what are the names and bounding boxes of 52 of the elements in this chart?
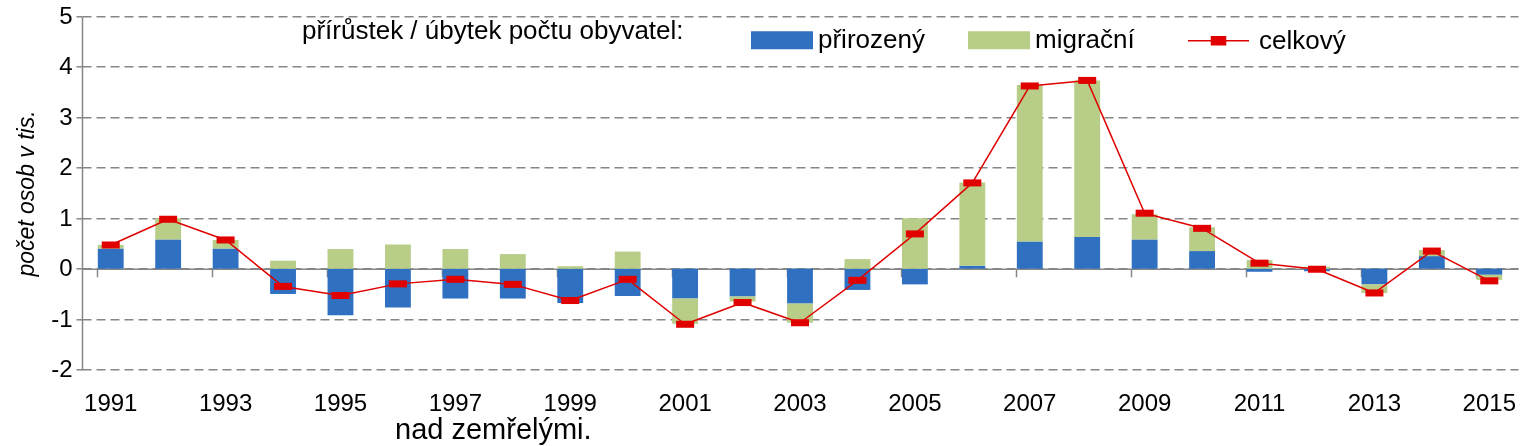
y-tick-label: 5: [59, 1, 73, 29]
bar: [557, 266, 584, 269]
bar: [1016, 241, 1043, 269]
bar: [212, 248, 239, 269]
x-tick-label: 2011: [1233, 389, 1286, 417]
bar: [1189, 251, 1215, 269]
bar: [1131, 239, 1158, 269]
bar: [1074, 80, 1101, 237]
y-tick-label: -2: [51, 355, 73, 383]
bar: [844, 259, 871, 269]
x-tick-label: 1991: [84, 389, 138, 417]
y-tick-label: 1: [59, 203, 73, 231]
bar: [385, 244, 411, 269]
bar: [1361, 268, 1388, 285]
bar: [901, 268, 928, 285]
bar: [1246, 268, 1273, 272]
x-tick-label: 1993: [198, 389, 253, 417]
legend-label: migrační: [1035, 24, 1136, 55]
y-tick-label: 0: [59, 254, 73, 282]
x-tick-label: 2005: [888, 389, 942, 417]
bar: [729, 268, 756, 297]
bar: [1074, 236, 1101, 269]
bar: [270, 260, 296, 269]
bar: [1131, 214, 1158, 240]
x-tick-label: 1995: [313, 389, 368, 417]
bar: [614, 251, 641, 269]
legend-title: přírůstek / úbytek počtu obyvatel:: [302, 15, 684, 46]
x-tick-label: 2007: [1003, 389, 1057, 417]
y-axis-title: počet osob v tis.: [12, 110, 39, 278]
bar: [327, 249, 354, 269]
y-tick-label: 3: [59, 102, 73, 130]
bar: [1418, 256, 1445, 269]
y-tick-label: -1: [51, 304, 73, 332]
bar: [787, 268, 813, 304]
x-tick-label: 2003: [773, 389, 827, 417]
bar: [155, 239, 182, 269]
bar: [1476, 268, 1503, 275]
x-tick-label: 2015: [1462, 389, 1516, 417]
y-tick-label: 4: [59, 52, 73, 80]
bar: [672, 268, 699, 299]
bar: [1016, 84, 1043, 242]
legend-label: přirozený: [818, 24, 925, 55]
x-tick-label: 2009: [1117, 389, 1172, 417]
bar: [499, 254, 526, 269]
bar: [97, 248, 124, 269]
x-tick-label: 2013: [1347, 389, 1402, 417]
legend-label: celkový: [1259, 24, 1346, 55]
bar: [959, 265, 986, 269]
bar: [442, 249, 469, 269]
y-tick-label: 2: [59, 153, 73, 181]
x-tick-label: 2001: [658, 389, 712, 417]
bar: [959, 182, 986, 266]
